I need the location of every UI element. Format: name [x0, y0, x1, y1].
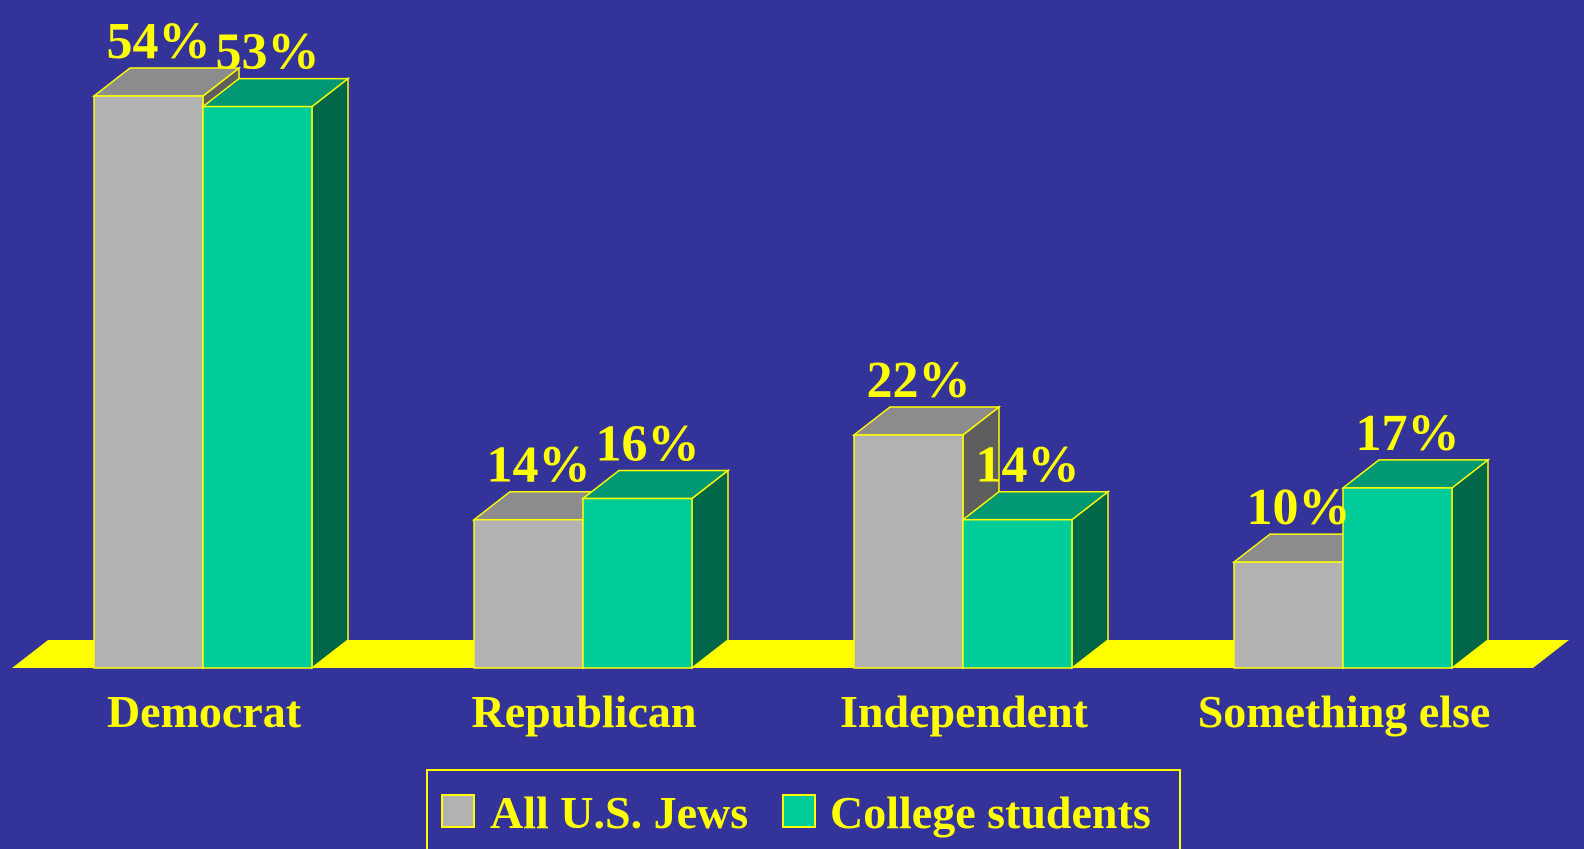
bar-college-students-1 — [580, 468, 731, 670]
category-label: Something else — [1198, 686, 1491, 737]
bar-college-students-2 — [960, 490, 1111, 670]
category-label: Democrat — [107, 686, 302, 737]
legend-box — [426, 769, 1181, 849]
data-label: 54% — [107, 13, 211, 70]
data-label: 14% — [487, 437, 591, 494]
data-label: 10% — [1247, 479, 1351, 536]
legend-label: All U.S. Jews — [490, 787, 748, 838]
bar-college-students-0 — [200, 77, 351, 670]
legend-swatch — [782, 794, 816, 828]
data-label: 22% — [867, 352, 971, 409]
plot-area: 54% 53%14% 16%22%14%10%17%Democrat Republic… — [12, 13, 1569, 737]
legend: All U.S. Jews College students — [426, 769, 1181, 849]
category-label: Republican — [472, 686, 697, 737]
data-label: 17% — [1356, 405, 1460, 462]
chart-floor — [12, 640, 1569, 668]
bar-college-students-3 — [1340, 458, 1491, 670]
data-label: 53% — [216, 24, 320, 81]
legend-swatch — [441, 794, 475, 828]
category-label: Independent — [840, 686, 1089, 737]
data-label: 16% — [596, 416, 700, 473]
data-label: 14% — [976, 437, 1080, 494]
legend-label: College students — [830, 787, 1151, 838]
